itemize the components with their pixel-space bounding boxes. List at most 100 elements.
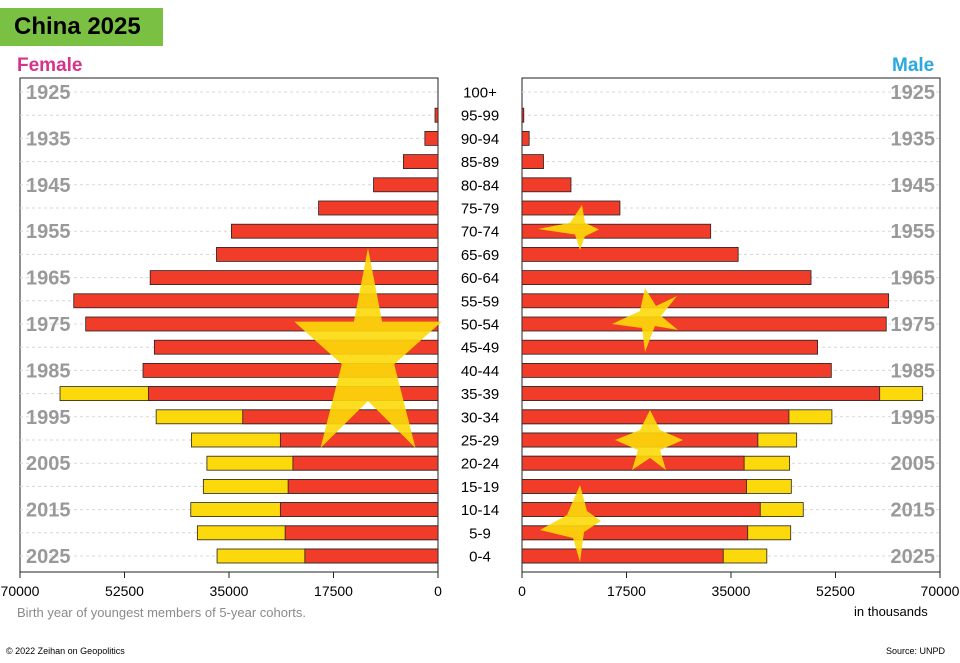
male-bar-80-84 bbox=[521, 177, 572, 193]
age-label-40-44: 40-44 bbox=[461, 363, 499, 380]
units-label: in thousands bbox=[854, 604, 928, 619]
birth-year-right-1925: 1925 bbox=[891, 82, 936, 104]
female-bar-red-20-24 bbox=[292, 455, 439, 471]
birth-year-right-2025: 2025 bbox=[891, 546, 936, 568]
x-ticks-left: 70000 52500 35000 17500 0 bbox=[1, 572, 442, 599]
female-bars bbox=[59, 107, 439, 564]
male-bar-85-89 bbox=[521, 154, 544, 170]
female-bar-80-84 bbox=[373, 177, 439, 193]
age-label-50-54: 50-54 bbox=[461, 317, 499, 334]
birth-year-right-1965: 1965 bbox=[891, 268, 936, 290]
birth-year-left-1935: 1935 bbox=[26, 128, 71, 150]
male-bar-red-0-4 bbox=[521, 548, 724, 564]
age-label-65-69: 65-69 bbox=[461, 247, 499, 264]
female-bar-65-69 bbox=[216, 246, 439, 262]
male-bar-75-79 bbox=[521, 200, 621, 216]
male-bar-90-94 bbox=[521, 130, 530, 146]
birth-year-left-1955: 1955 bbox=[26, 221, 71, 243]
source: Source: UNPD bbox=[886, 646, 946, 656]
male-bar-red-20-24 bbox=[521, 455, 745, 471]
birth-year-right-1975: 1975 bbox=[891, 314, 936, 336]
age-label-10-14: 10-14 bbox=[461, 502, 499, 519]
x-tick-right-52500: 52500 bbox=[816, 583, 855, 599]
birth-year-labels-right: 1925 1935 1945 1955 1965 1975 1985 1995 2005 2015… bbox=[891, 82, 936, 568]
birth-year-left-1945: 1945 bbox=[26, 175, 71, 197]
footnote: Birth year of youngest members of 5-year… bbox=[17, 605, 307, 620]
female-bar-75-79 bbox=[318, 200, 439, 216]
age-label-95-99: 95-99 bbox=[461, 108, 499, 125]
female-bar-95-99 bbox=[434, 107, 439, 123]
birth-year-right-1945: 1945 bbox=[891, 175, 936, 197]
age-label-70-74: 70-74 bbox=[461, 224, 499, 241]
age-label-30-34: 30-34 bbox=[461, 409, 499, 426]
age-label-60-64: 60-64 bbox=[461, 270, 499, 287]
x-tick-right-70000: 70000 bbox=[921, 583, 960, 599]
male-bar-65-69 bbox=[521, 246, 739, 262]
age-label-20-24: 20-24 bbox=[461, 456, 499, 473]
birth-year-labels-left: 1925 1935 1945 1955 1965 1975 1985 1995 2005 2015… bbox=[26, 82, 71, 568]
birth-year-right-1995: 1995 bbox=[891, 407, 936, 429]
small-star-2-decoration bbox=[612, 288, 678, 352]
age-label-5-9: 5-9 bbox=[469, 525, 491, 542]
male-bar-60-64 bbox=[521, 270, 812, 286]
x-tick-right-17500: 17500 bbox=[607, 583, 646, 599]
female-bar-55-59 bbox=[73, 293, 439, 309]
birth-year-right-1935: 1935 bbox=[891, 128, 936, 150]
male-bars bbox=[521, 107, 924, 564]
birth-year-right-2015: 2015 bbox=[891, 500, 936, 522]
birth-year-left-1965: 1965 bbox=[26, 268, 71, 290]
age-label-80-84: 80-84 bbox=[461, 177, 499, 194]
x-tick-left-17500: 17500 bbox=[314, 583, 353, 599]
birth-year-left-2005: 2005 bbox=[26, 453, 71, 475]
x-ticks-right: 0 17500 35000 52500 70000 bbox=[518, 572, 960, 599]
age-label-25-29: 25-29 bbox=[461, 433, 499, 450]
male-bar-50-54 bbox=[521, 316, 887, 332]
female-label: Female bbox=[17, 55, 83, 76]
female-bar-90-94 bbox=[424, 130, 439, 146]
male-bar-45-49 bbox=[521, 339, 818, 355]
x-tick-right-35000: 35000 bbox=[712, 583, 751, 599]
male-bar-red-10-14 bbox=[521, 502, 761, 518]
age-label-55-59: 55-59 bbox=[461, 293, 499, 310]
female-bar-60-64 bbox=[149, 270, 439, 286]
chart-title: China 2025 bbox=[0, 8, 163, 46]
small-star-4-decoration bbox=[540, 485, 601, 562]
birth-year-left-1925: 1925 bbox=[26, 82, 71, 104]
x-tick-left-70000: 70000 bbox=[1, 583, 40, 599]
small-star-1-decoration bbox=[538, 205, 599, 250]
age-label-90-94: 90-94 bbox=[461, 131, 499, 148]
x-tick-right-0: 0 bbox=[518, 583, 526, 599]
x-tick-left-35000: 35000 bbox=[210, 583, 249, 599]
male-bar-red-35-39 bbox=[521, 386, 881, 402]
age-label-100+: 100+ bbox=[463, 85, 497, 102]
female-bar-red-0-4 bbox=[304, 548, 439, 564]
birth-year-right-1985: 1985 bbox=[891, 360, 936, 382]
male-label: Male bbox=[892, 55, 935, 76]
male-bar-55-59 bbox=[521, 293, 890, 309]
birth-year-right-1955: 1955 bbox=[891, 221, 936, 243]
male-bar-red-15-19 bbox=[521, 478, 747, 494]
birth-year-left-2025: 2025 bbox=[26, 546, 71, 568]
female-bar-70-74 bbox=[230, 223, 439, 239]
birth-year-right-2005: 2005 bbox=[891, 453, 936, 475]
age-group-labels: 100+ 95-99 90-94 85-89 80-84 75-79 70-74 65-69 6… bbox=[461, 85, 499, 566]
female-bar-red-15-19 bbox=[287, 478, 439, 494]
big-star-decoration bbox=[294, 248, 442, 448]
copyright: © 2022 Zeihan on Geopolitics bbox=[6, 646, 125, 656]
birth-year-left-2015: 2015 bbox=[26, 500, 71, 522]
birth-year-left-1985: 1985 bbox=[26, 360, 71, 382]
male-bar-40-44 bbox=[521, 362, 832, 378]
age-label-0-4: 0-4 bbox=[469, 549, 491, 566]
female-bar-red-5-9 bbox=[284, 525, 439, 541]
birth-year-left-1975: 1975 bbox=[26, 314, 71, 336]
x-tick-left-52500: 52500 bbox=[105, 583, 144, 599]
age-label-15-19: 15-19 bbox=[461, 479, 499, 496]
male-bar-70-74 bbox=[521, 223, 712, 239]
female-bar-red-25-29 bbox=[279, 432, 439, 448]
x-tick-left-0: 0 bbox=[434, 583, 442, 599]
birth-year-left-1995: 1995 bbox=[26, 407, 71, 429]
female-bar-85-89 bbox=[402, 154, 439, 170]
age-label-75-79: 75-79 bbox=[461, 201, 499, 218]
age-label-45-49: 45-49 bbox=[461, 340, 499, 357]
male-bar-95-99 bbox=[521, 107, 525, 123]
